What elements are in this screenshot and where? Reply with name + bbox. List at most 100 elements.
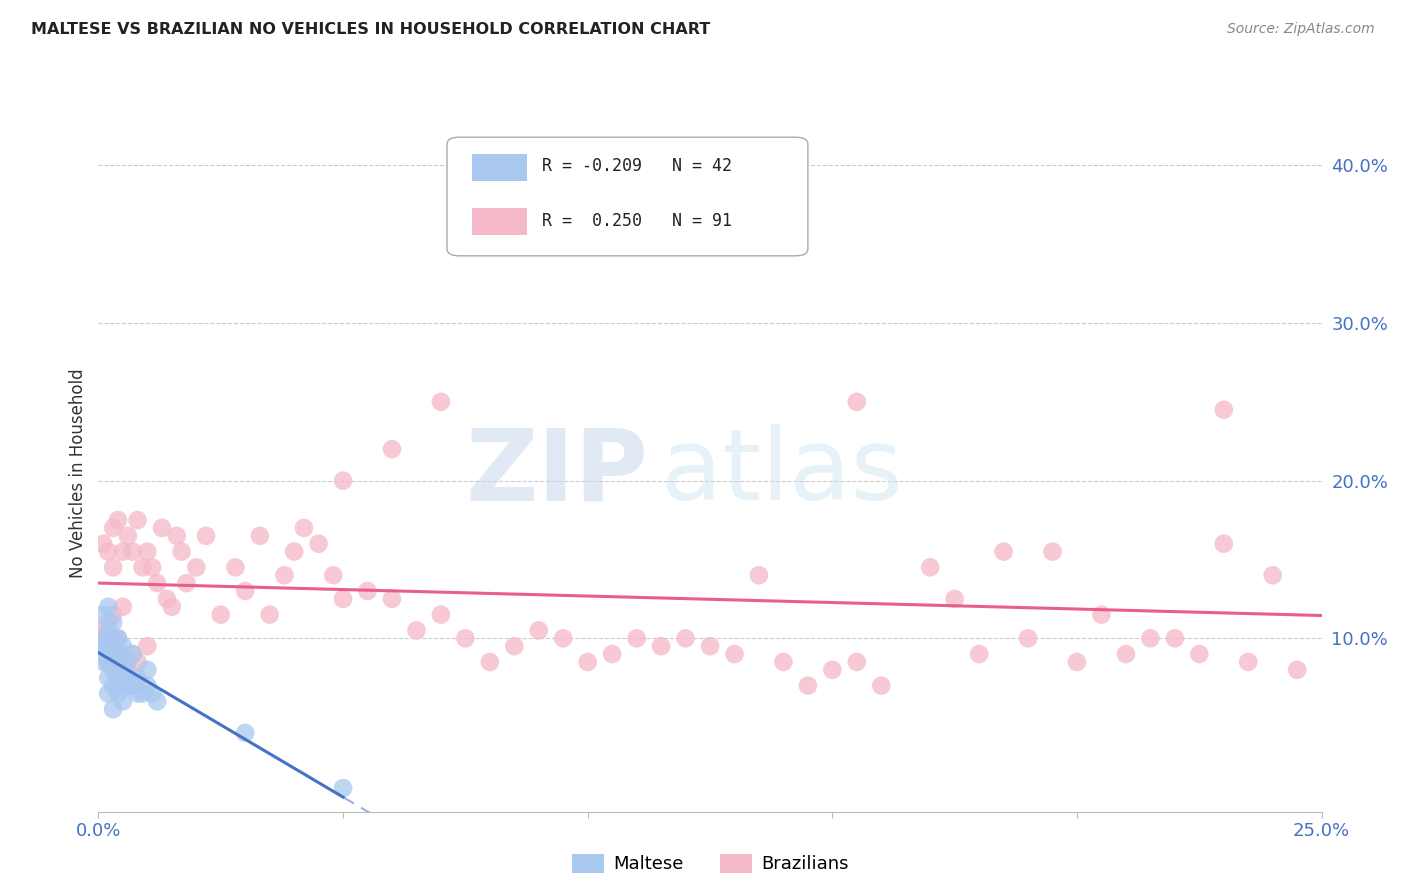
Point [527, 624, 550, 638]
Point [101, 702, 124, 716]
Point [111, 544, 134, 558]
Point [127, 671, 149, 685]
Point [136, 679, 159, 693]
Point [675, 632, 697, 646]
Point [117, 655, 139, 669]
Point [101, 663, 124, 677]
Point [1042, 544, 1064, 558]
Point [131, 560, 153, 574]
Point [845, 394, 868, 409]
Point [107, 513, 129, 527]
Point [176, 576, 198, 591]
Point [1139, 632, 1161, 646]
Point [943, 591, 966, 606]
Point [478, 655, 501, 669]
Point [967, 647, 990, 661]
Point [1261, 568, 1284, 582]
Point [111, 639, 134, 653]
Point [97, 639, 120, 653]
Point [170, 544, 193, 558]
Point [273, 568, 295, 582]
Point [97, 655, 120, 669]
Point [97, 632, 120, 646]
Point [332, 780, 354, 795]
Point [111, 647, 134, 661]
Point [430, 394, 453, 409]
Point [107, 655, 129, 669]
Point [117, 679, 139, 693]
FancyBboxPatch shape [471, 154, 526, 181]
Point [111, 599, 134, 614]
Point [1090, 607, 1112, 622]
Point [111, 679, 134, 693]
Point [748, 568, 770, 582]
Point [97, 671, 120, 685]
Point [91, 537, 114, 551]
Point [249, 529, 271, 543]
Point [166, 529, 188, 543]
Y-axis label: No Vehicles in Household: No Vehicles in Household [69, 368, 87, 578]
Text: R =  0.250   N = 91: R = 0.250 N = 91 [543, 211, 733, 229]
Point [405, 624, 427, 638]
Point [1212, 537, 1234, 551]
Point [576, 655, 599, 669]
Point [283, 544, 305, 558]
Point [478, 237, 501, 252]
Point [430, 607, 453, 622]
Point [146, 694, 169, 708]
Point [121, 679, 143, 693]
Point [101, 560, 124, 574]
Point [91, 655, 114, 669]
Point [97, 655, 120, 669]
Point [322, 568, 344, 582]
FancyBboxPatch shape [447, 137, 808, 256]
Point [101, 655, 124, 669]
Point [772, 655, 794, 669]
Point [111, 694, 134, 708]
Point [97, 544, 120, 558]
Point [111, 671, 134, 685]
Point [107, 671, 129, 685]
Point [101, 615, 124, 630]
Point [101, 647, 124, 661]
Point [650, 639, 672, 653]
Point [91, 639, 114, 653]
Point [626, 632, 648, 646]
Point [503, 639, 526, 653]
Point [797, 679, 820, 693]
Point [259, 607, 281, 622]
Point [117, 529, 139, 543]
Point [127, 655, 149, 669]
Point [332, 591, 354, 606]
Point [1164, 632, 1187, 646]
Point [600, 647, 623, 661]
Point [97, 624, 120, 638]
Point [870, 679, 893, 693]
Point [1066, 655, 1088, 669]
Point [107, 655, 129, 669]
Point [233, 726, 256, 740]
Point [186, 560, 208, 574]
Point [845, 655, 868, 669]
Point [381, 591, 404, 606]
Point [107, 647, 129, 661]
Point [156, 591, 179, 606]
Point [332, 474, 354, 488]
Point [920, 560, 942, 574]
Point [1237, 655, 1260, 669]
Point [821, 663, 844, 677]
Point [1188, 647, 1211, 661]
Point [150, 521, 173, 535]
Point [121, 544, 143, 558]
Point [136, 663, 159, 677]
Point [117, 655, 139, 669]
Point [127, 513, 149, 527]
Point [97, 647, 120, 661]
Point [91, 607, 114, 622]
Point [131, 686, 153, 700]
Point [101, 632, 124, 646]
Point [454, 632, 477, 646]
Point [141, 560, 163, 574]
Point [195, 529, 218, 543]
Point [117, 671, 139, 685]
